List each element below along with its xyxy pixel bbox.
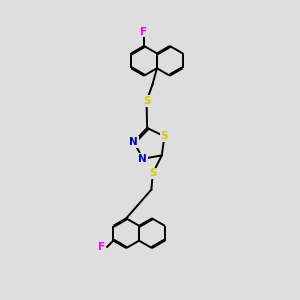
Text: F: F bbox=[98, 242, 105, 252]
Text: S: S bbox=[161, 131, 168, 141]
Text: S: S bbox=[149, 168, 157, 178]
Text: S: S bbox=[143, 96, 150, 106]
Text: N: N bbox=[139, 154, 147, 164]
Text: N: N bbox=[129, 137, 138, 147]
Text: F: F bbox=[140, 27, 148, 37]
